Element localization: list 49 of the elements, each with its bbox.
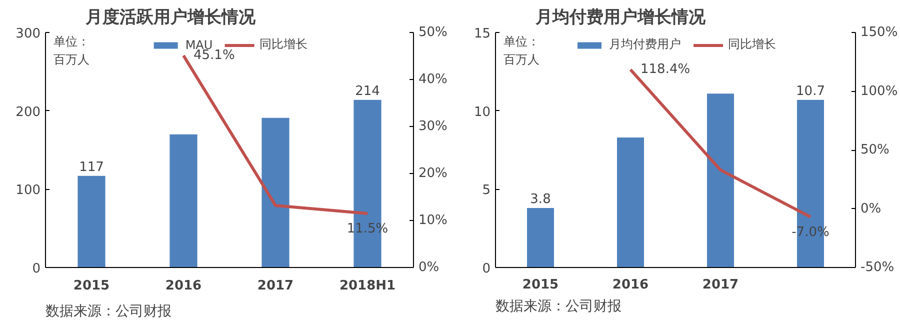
y-tick-label: 10 [474, 104, 491, 120]
data-label: 117 [79, 160, 104, 175]
data-label: 214 [355, 84, 380, 99]
x-tick-label: 2017 [257, 278, 294, 294]
data-label: 3.8 [530, 192, 551, 207]
y2-tick-label: 10% [418, 213, 448, 228]
y2-tick-label: 100% [860, 84, 898, 99]
x-tick-label: 2017 [702, 278, 739, 292]
annotation: 百万人 [504, 52, 540, 66]
y-tick-label: 5 [482, 183, 491, 198]
bar [617, 137, 644, 268]
x-tick-label: 2015 [522, 278, 559, 292]
data-label: 10.7 [796, 84, 825, 99]
y2-tick-label: 50% [418, 25, 448, 40]
source-note: 数据来源：公司财报 [46, 304, 172, 320]
legend-label: 同比增长 [260, 36, 308, 53]
y2-tick-label: 30% [418, 119, 448, 134]
y-tick-label: 100 [16, 183, 41, 198]
y2-tick-label: 50% [860, 142, 890, 158]
bar [527, 208, 554, 268]
annotation: 单位： [504, 34, 540, 48]
annotation: 百万人 [54, 52, 90, 66]
source-note: 数据来源：公司财报 [496, 298, 622, 314]
y2-tick-label: -50% [860, 260, 894, 275]
bar [78, 176, 106, 268]
legend-label: 同比增长 [728, 36, 776, 53]
bar [170, 134, 198, 268]
chart-title: 月度活跃用户增长情况 [84, 8, 256, 28]
y2-tick-label: 20% [418, 166, 448, 181]
chart-title: 月均付费用户增长情况 [534, 8, 706, 28]
y-tick-label: 0 [32, 262, 41, 276]
y2-tick-label: 0% [860, 201, 882, 216]
data-label: 45.1% [194, 48, 235, 64]
x-tick-label: 2016 [165, 278, 202, 294]
annotation: 单位： [54, 34, 90, 48]
bar [262, 118, 290, 268]
y2-tick-label: 150% [860, 25, 898, 40]
x-tick-label: 2015 [73, 278, 110, 294]
y-tick-label: 0 [482, 262, 491, 276]
bar [707, 94, 734, 268]
x-tick-label: 2018H1 [339, 278, 396, 294]
data-label: 118.4% [640, 62, 690, 78]
legend-label: 月均付费用户 [609, 36, 681, 53]
y2-tick-label: 40% [418, 72, 448, 87]
y2-tick-label: 0% [418, 260, 440, 275]
y-tick-label: 200 [16, 104, 41, 120]
y-tick-label: 300 [16, 26, 41, 42]
x-tick-label: 2016 [612, 278, 649, 292]
y-tick-label: 15 [474, 26, 491, 42]
